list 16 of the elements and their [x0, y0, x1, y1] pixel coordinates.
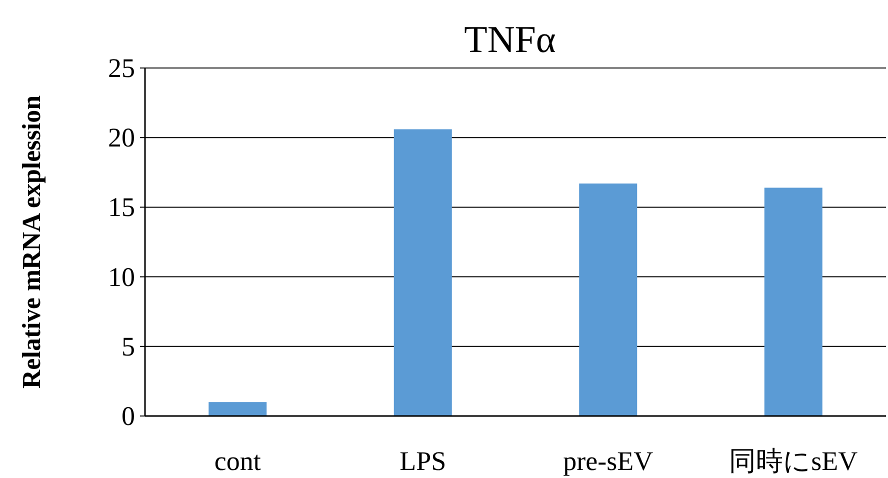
- bar: [764, 188, 822, 416]
- chart-title: TNFα: [464, 19, 556, 61]
- y-tick-label: 25: [108, 53, 135, 83]
- x-tick-label: pre-sEV: [563, 446, 654, 476]
- y-tick-label: 15: [108, 192, 135, 222]
- y-axis-title: Relative mRNA explession: [17, 94, 46, 389]
- bar: [394, 129, 452, 416]
- y-tick-label: 5: [122, 331, 135, 362]
- x-tick-label: 同時にsEV: [729, 446, 858, 476]
- x-tick-label: cont: [214, 446, 262, 476]
- bar: [579, 184, 638, 416]
- y-tick-label: 20: [108, 122, 135, 153]
- bar: [208, 402, 267, 416]
- y-tick-label: 0: [122, 401, 135, 431]
- y-tick-label: 10: [108, 262, 135, 292]
- x-tick-label: LPS: [400, 446, 446, 476]
